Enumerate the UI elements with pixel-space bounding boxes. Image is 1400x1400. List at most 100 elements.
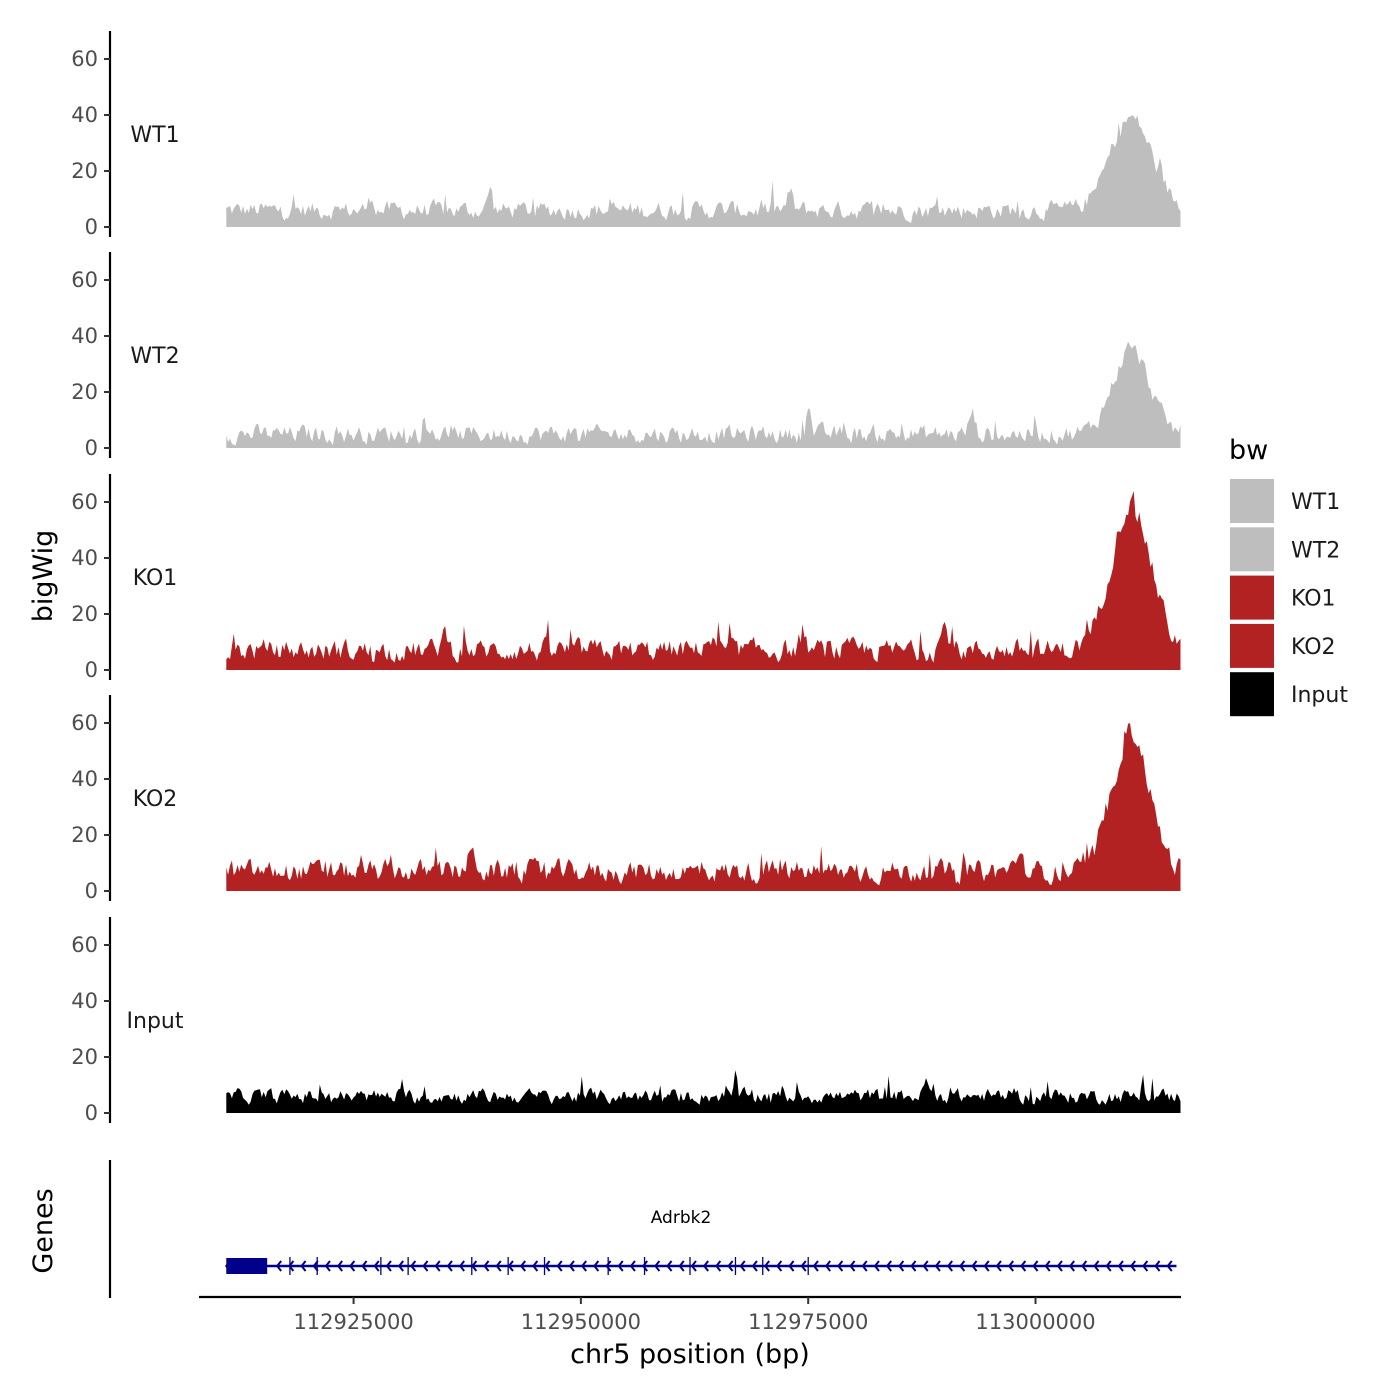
track-label: Input <box>127 1009 184 1034</box>
strand-chevron <box>471 1260 478 1272</box>
y-tick-label: 20 <box>71 602 98 626</box>
legend-swatch-input <box>1230 672 1274 717</box>
strand-chevron <box>861 1260 868 1272</box>
strand-chevron <box>544 1260 551 1272</box>
strand-chevron <box>1068 1260 1075 1272</box>
legend-swatch-wt2 <box>1230 527 1274 572</box>
track-ko2: 0 20 40 60 KO2 <box>71 695 1181 903</box>
legend-swatch-ko2 <box>1230 623 1274 668</box>
strand-chevron <box>422 1260 429 1272</box>
track-wt2: 0 20 40 60 WT2 <box>71 252 1181 460</box>
strand-chevron <box>898 1260 905 1272</box>
strand-chevron <box>812 1260 819 1272</box>
coverage-area-wt2 <box>226 341 1181 448</box>
track-label: WT1 <box>130 123 179 148</box>
strand-chevron <box>397 1260 404 1272</box>
gene-axis-title: Genes <box>28 1188 59 1273</box>
track-ko1: 0 20 40 60 KO1 <box>71 474 1181 682</box>
strand-chevron <box>873 1260 880 1272</box>
strand-chevron <box>763 1260 770 1272</box>
strand-chevron <box>788 1260 795 1272</box>
strand-chevron <box>361 1260 368 1272</box>
strand-chevron <box>824 1260 831 1272</box>
x-tick-label: 112950000 <box>521 1310 641 1334</box>
y-tick-label: 0 <box>85 436 98 460</box>
legend-label-ko2: KO2 <box>1291 635 1336 660</box>
strand-chevron <box>1081 1260 1088 1272</box>
y-tick-label: 0 <box>85 215 98 239</box>
strand-chevron <box>617 1260 624 1272</box>
legend-swatch-ko1 <box>1230 575 1274 620</box>
coverage-area-ko2 <box>226 723 1181 891</box>
strand-chevron <box>349 1260 356 1272</box>
y-tick-label: 20 <box>71 159 98 183</box>
strand-chevron <box>593 1260 600 1272</box>
strand-chevron <box>1105 1260 1112 1272</box>
strand-chevron <box>568 1260 575 1272</box>
y-tick-label: 60 <box>71 268 98 292</box>
strand-chevron <box>837 1260 844 1272</box>
strand-chevron <box>934 1260 941 1272</box>
strand-chevron <box>385 1260 392 1272</box>
coverage-area-input <box>226 1070 1181 1113</box>
strand-chevron <box>629 1260 636 1272</box>
y-tick-label: 60 <box>71 933 98 957</box>
y-tick-label: 60 <box>71 711 98 735</box>
strand-chevron <box>654 1260 661 1272</box>
strand-chevron <box>336 1260 343 1272</box>
y-tick-label: 40 <box>71 324 98 348</box>
strand-chevron <box>1166 1260 1173 1272</box>
strand-chevron <box>324 1260 331 1272</box>
strand-chevron <box>434 1260 441 1272</box>
strand-chevron <box>300 1260 307 1272</box>
coverage-tracks: 0 20 40 60 WT1 0 20 40 60 WT2 0 20 40 60 KO1 0 20 40 60 KO2… <box>71 31 1181 1125</box>
y-tick-label: 40 <box>71 103 98 127</box>
y-tick-label: 60 <box>71 490 98 514</box>
strand-chevron <box>995 1260 1002 1272</box>
strand-chevron <box>727 1260 734 1272</box>
strand-chevron <box>446 1260 453 1272</box>
strand-chevron <box>751 1260 758 1272</box>
y-tick-label: 40 <box>71 546 98 570</box>
y-axis-title: bigWig <box>28 530 59 623</box>
strand-chevron <box>910 1260 917 1272</box>
strand-chevron <box>983 1260 990 1272</box>
strand-chevron <box>641 1260 648 1272</box>
strand-chevron <box>556 1260 563 1272</box>
strand-chevron <box>410 1260 417 1272</box>
y-tick-label: 40 <box>71 989 98 1013</box>
track-label: WT2 <box>130 344 179 369</box>
strand-chevron <box>1007 1260 1014 1272</box>
y-tick-label: 60 <box>71 47 98 71</box>
strand-chevron <box>971 1260 978 1272</box>
legend-label-wt2: WT2 <box>1291 538 1340 563</box>
x-tick-label: 112925000 <box>293 1310 413 1334</box>
strand-chevron <box>1154 1260 1161 1272</box>
legend-label-wt1: WT1 <box>1291 490 1340 515</box>
strand-chevron <box>1044 1260 1051 1272</box>
strand-chevron <box>946 1260 953 1272</box>
strand-chevron <box>519 1260 526 1272</box>
x-tick-label: 112975000 <box>748 1310 868 1334</box>
strand-chevron <box>495 1260 502 1272</box>
strand-chevron <box>1032 1260 1039 1272</box>
strand-chevron <box>702 1260 709 1272</box>
strand-chevron <box>666 1260 673 1272</box>
y-tick-label: 20 <box>71 823 98 847</box>
strand-chevron <box>1117 1260 1124 1272</box>
x-axis: 112925000 112950000 112975000 113000000 <box>199 1295 1181 1334</box>
strand-chevron <box>800 1260 807 1272</box>
gene-exon-block <box>226 1258 268 1274</box>
strand-chevron <box>690 1260 697 1272</box>
track-label: KO2 <box>133 787 178 812</box>
strand-chevron <box>458 1260 465 1272</box>
strand-chevron <box>483 1260 490 1272</box>
strand-chevron <box>225 1259 232 1273</box>
coverage-area-wt1 <box>226 115 1181 227</box>
strand-chevron <box>1142 1260 1149 1272</box>
legend-label-input: Input <box>1291 683 1348 708</box>
strand-chevron <box>275 1260 282 1272</box>
strand-chevron <box>288 1260 295 1272</box>
strand-chevron <box>776 1260 783 1272</box>
